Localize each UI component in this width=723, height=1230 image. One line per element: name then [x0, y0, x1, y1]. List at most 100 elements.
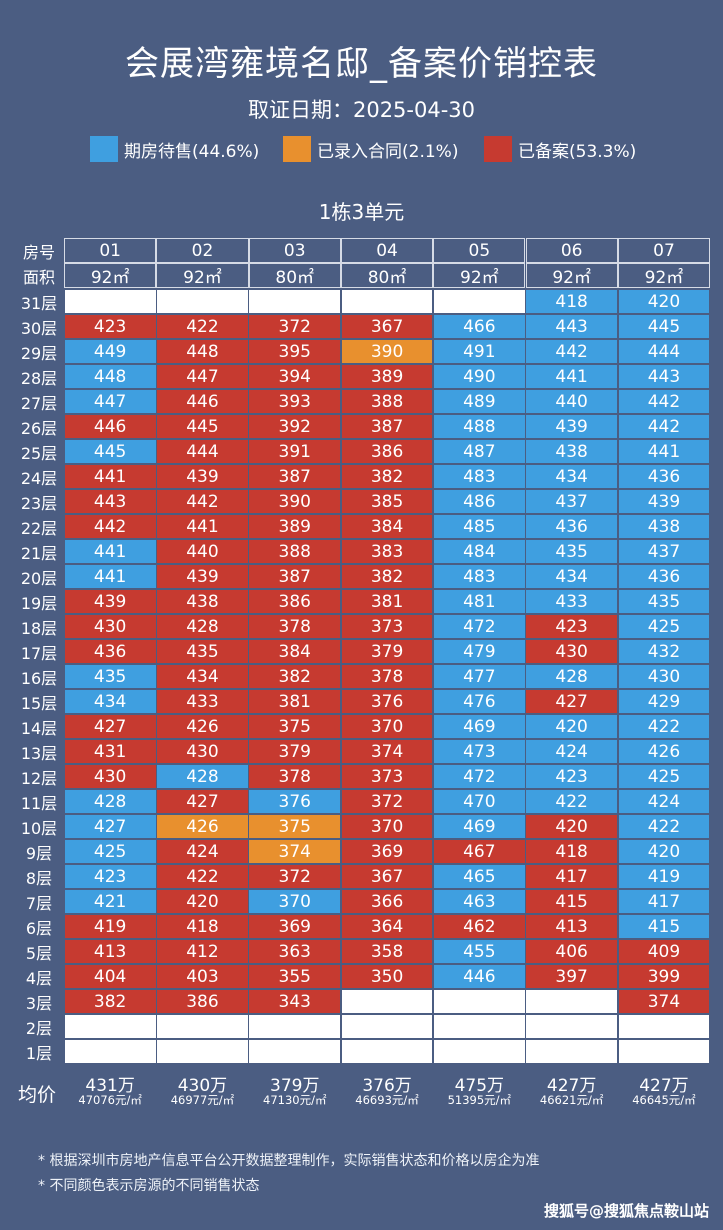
unit-price-cell: 440 [526, 389, 618, 414]
legend: 期房待售(44.6%) 已录入合同(2.1%) 已备案(53.3%) [0, 136, 723, 166]
unit-price-cell: 443 [64, 489, 156, 514]
unit-price-cell: 418 [526, 289, 618, 314]
unit-price-cell: 386 [249, 589, 341, 614]
unit-price-cell: 469 [433, 714, 525, 739]
unit-price-cell: 392 [249, 414, 341, 439]
unit-price-cell: 425 [64, 839, 156, 864]
unit-price-cell: 388 [341, 389, 433, 414]
average-unit-price: 46645元/㎡ [632, 1093, 696, 1107]
unit-price-cell: 430 [157, 739, 248, 764]
unit-price-cell [157, 1039, 248, 1064]
unit-price-cell: 413 [64, 939, 156, 964]
unit-price-cell: 419 [64, 914, 156, 939]
floor-label: 7层 [25, 893, 53, 913]
header-area-label: 面积 [22, 267, 55, 287]
room-number: 01 [64, 238, 157, 263]
unit-price-cell: 422 [157, 864, 248, 889]
average-price-label: 均价 [18, 1084, 57, 1106]
unit-price-cell: 485 [433, 514, 525, 539]
unit-price-cell: 455 [433, 939, 525, 964]
unit-price-cell: 366 [341, 889, 433, 914]
unit-price-cell: 424 [526, 739, 618, 764]
unit-price-cell: 436 [526, 514, 618, 539]
unit-price-cell: 477 [433, 664, 525, 689]
unit-price-cell: 428 [64, 789, 156, 814]
unit-price-cell: 384 [249, 639, 341, 664]
unit-price-cell: 379 [341, 639, 433, 664]
unit-price-cell: 441 [157, 514, 248, 539]
unit-price-cell: 367 [341, 864, 433, 889]
room-area: 80㎡ [340, 263, 434, 288]
unit-price-cell: 378 [249, 614, 341, 639]
unit-price-cell: 444 [618, 339, 710, 364]
unit-price-cell: 370 [249, 889, 341, 914]
floor-label: 11层 [20, 793, 58, 813]
unit-price-cell: 466 [433, 314, 525, 339]
unit-price-cell: 420 [526, 814, 618, 839]
unit-price-cell: 435 [64, 664, 156, 689]
unit-price-cell: 343 [249, 989, 341, 1014]
room-area: 92㎡ [64, 263, 157, 288]
floor-label: 18层 [20, 618, 58, 638]
unit-price-cell [157, 289, 248, 314]
unit-price-cell: 431 [64, 739, 156, 764]
unit-price-cell: 415 [618, 914, 710, 939]
floor-label: 22层 [20, 518, 58, 538]
unit-price-cell: 409 [618, 939, 710, 964]
legend-label-contract: 已录入合同(2.1%) [317, 141, 459, 162]
unit-price-cell: 445 [157, 414, 248, 439]
unit-price-cell: 441 [64, 564, 156, 589]
legend-swatch-contract [283, 136, 311, 162]
unit-price-cell: 424 [618, 789, 710, 814]
unit-price-cell: 465 [433, 864, 525, 889]
floor-label: 15层 [20, 693, 58, 713]
unit-price-cell [618, 1039, 710, 1064]
average-total-price: 427万 [639, 1076, 689, 1096]
unit-price-cell: 418 [157, 914, 248, 939]
unit-price-cell: 418 [526, 839, 618, 864]
unit-price-cell [618, 1014, 710, 1039]
unit-price-cell: 395 [249, 339, 341, 364]
unit-price-cell: 397 [526, 964, 618, 989]
unit-price-cell [341, 1039, 433, 1064]
unit-price-cell: 391 [249, 439, 341, 464]
unit-price-cell: 420 [526, 714, 618, 739]
unit-price-cell: 487 [433, 439, 525, 464]
unit-price-cell: 421 [64, 889, 156, 914]
unit-price-cell: 435 [526, 539, 618, 564]
unit-price-cell [64, 289, 156, 314]
floor-label: 21层 [20, 543, 58, 563]
unit-price-cell [433, 289, 525, 314]
unit-price-cell: 427 [64, 814, 156, 839]
unit-title: 1栋3单元 [318, 200, 405, 224]
unit-price-cell: 423 [64, 864, 156, 889]
unit-price-cell [64, 1014, 156, 1039]
legend-item-filed: 已备案(53.3%) [484, 136, 636, 162]
unit-price-cell [249, 1014, 341, 1039]
unit-price-cell [341, 1014, 433, 1039]
unit-price-cell: 488 [433, 414, 525, 439]
unit-price-cell: 486 [433, 489, 525, 514]
unit-price-cell: 423 [526, 764, 618, 789]
unit-price-cell: 422 [526, 789, 618, 814]
room-area: 92㎡ [617, 263, 711, 288]
average-unit-price: 46621元/㎡ [539, 1093, 604, 1107]
unit-price-cell: 386 [341, 439, 433, 464]
unit-price-cell: 389 [249, 514, 341, 539]
unit-price-cell: 491 [433, 339, 525, 364]
unit-price-cell: 436 [618, 564, 710, 589]
unit-price-cell: 387 [249, 564, 341, 589]
room-number: 02 [156, 238, 249, 263]
unit-price-cell: 415 [526, 889, 618, 914]
unit-price-cell: 404 [64, 964, 156, 989]
note-source: * 根据深圳市房地产信息平台公开数据整理制作，实际销售状态和价格以房企为准 [38, 1153, 540, 1169]
unit-price-cell: 441 [64, 539, 156, 564]
unit-price-cell [249, 1039, 341, 1064]
average-unit-price: 47076元/㎡ [78, 1093, 142, 1107]
unit-price-cell: 374 [341, 739, 433, 764]
room-number: 04 [340, 238, 434, 263]
unit-price-cell: 447 [64, 389, 156, 414]
average-unit-price: 47130元/㎡ [263, 1093, 327, 1107]
unit-price-cell: 449 [64, 339, 156, 364]
unit-price-cell: 430 [618, 664, 710, 689]
